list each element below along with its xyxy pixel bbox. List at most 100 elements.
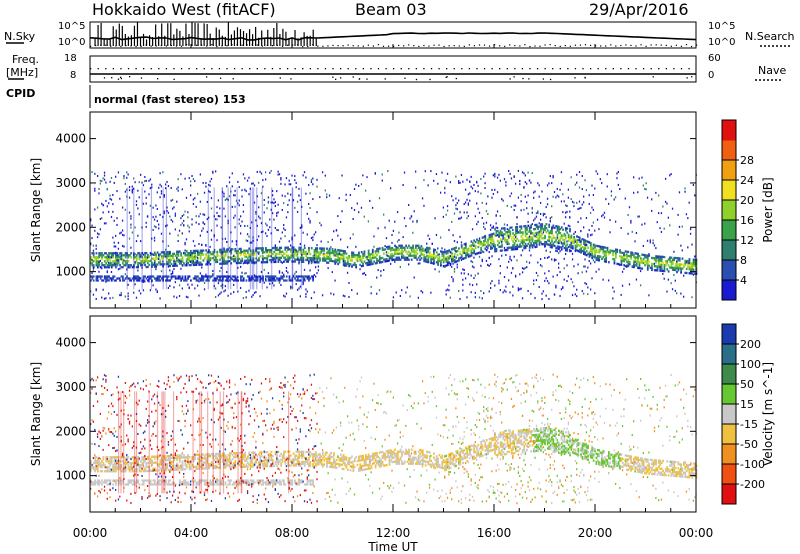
power-scatter [119, 277, 121, 280]
nave-dot [112, 68, 115, 70]
power-cell [377, 251, 380, 254]
power-cell [478, 241, 481, 244]
power-scatter [246, 239, 249, 242]
power-cell [103, 252, 106, 255]
power-cell [559, 235, 562, 239]
power-cell [339, 253, 342, 256]
power-cell [405, 256, 408, 259]
power-cell [458, 257, 460, 260]
velocity-cell [90, 460, 92, 463]
velocity-scatter [158, 449, 160, 452]
power-cell [549, 231, 552, 235]
velocity-cell [103, 481, 106, 484]
velocity-scatter [116, 462, 118, 465]
power-scatter [230, 249, 232, 252]
power-cell [316, 259, 319, 262]
power-cell [231, 258, 234, 261]
nsearch-dot [297, 44, 299, 46]
power-scatter [359, 263, 361, 266]
power-cell [567, 235, 570, 239]
power-cell [689, 266, 692, 269]
velocity-cell [112, 464, 115, 467]
velocity-cell [123, 462, 126, 465]
power-scatter [489, 282, 492, 285]
power-cell [519, 245, 521, 248]
velocity-scatter [108, 411, 110, 414]
power-cell [170, 254, 173, 258]
power-cell [541, 233, 544, 236]
nsearch-dot [115, 45, 117, 47]
power-scatter [588, 260, 590, 263]
power-scatter [581, 175, 583, 178]
power-cell [556, 227, 559, 230]
power-cell [226, 248, 228, 251]
power-scatter [395, 245, 397, 248]
power-cell [220, 262, 223, 265]
power-cell [505, 248, 508, 252]
power-cell [598, 249, 601, 252]
power-cell [206, 275, 209, 278]
power-cell [371, 254, 374, 258]
power-cell [108, 266, 110, 269]
power-cell [383, 258, 385, 261]
velocity-cell [96, 460, 99, 463]
power-cell [513, 248, 516, 251]
power-cell [559, 227, 562, 231]
power-cell [438, 259, 441, 263]
power-cell [633, 263, 635, 267]
nsearch-dot [655, 44, 657, 46]
power-scatter [499, 214, 501, 217]
power-cell [248, 253, 251, 256]
power-scatter [570, 176, 572, 179]
power-cell [656, 267, 659, 270]
freq-dot [446, 76, 448, 78]
power-cell [544, 242, 546, 246]
power-cell [556, 235, 559, 238]
power-cell [294, 252, 296, 255]
power-scatter [108, 255, 110, 258]
power-cell [337, 248, 339, 252]
velocity-cell [96, 468, 99, 471]
power-cell [202, 275, 205, 278]
power-scatter [105, 297, 107, 300]
power-scatter [316, 185, 318, 188]
power-cell [649, 266, 652, 269]
power-scatter [576, 295, 578, 298]
power-scatter [202, 181, 204, 184]
power-cell [137, 275, 140, 278]
velocity-scatter [139, 451, 142, 454]
power-cell [602, 252, 605, 255]
power-scatter [588, 194, 590, 197]
power-cell [121, 254, 124, 257]
power-scatter [167, 265, 170, 268]
power-cell [219, 248, 221, 251]
nsearch-dot [569, 45, 571, 47]
velocity-cell [159, 461, 162, 464]
power-cell [623, 264, 626, 267]
power-scatter [670, 173, 672, 176]
power-cell [262, 261, 264, 264]
power-scatter [344, 295, 346, 298]
power-cell [173, 258, 176, 261]
power-cell [121, 266, 124, 269]
power-scatter [312, 177, 314, 180]
velocity-scatter [109, 496, 111, 499]
velocity-scatter [114, 499, 117, 502]
power-scatter [259, 281, 261, 284]
power-cell [166, 254, 169, 258]
velocity-cell [95, 481, 98, 484]
power-cell [296, 279, 299, 282]
power-scatter [531, 211, 533, 214]
power-scatter [571, 252, 574, 255]
power-cell [546, 229, 549, 232]
velocity-cell [106, 456, 109, 459]
power-cell [185, 264, 188, 267]
power-cell [473, 243, 476, 246]
power-cell [674, 256, 677, 260]
nsearch-dot [600, 45, 602, 47]
power-cell [288, 258, 291, 261]
power-scatter [621, 270, 624, 273]
power-cell [591, 246, 594, 250]
power-cell [238, 247, 241, 251]
power-scatter [533, 219, 535, 222]
